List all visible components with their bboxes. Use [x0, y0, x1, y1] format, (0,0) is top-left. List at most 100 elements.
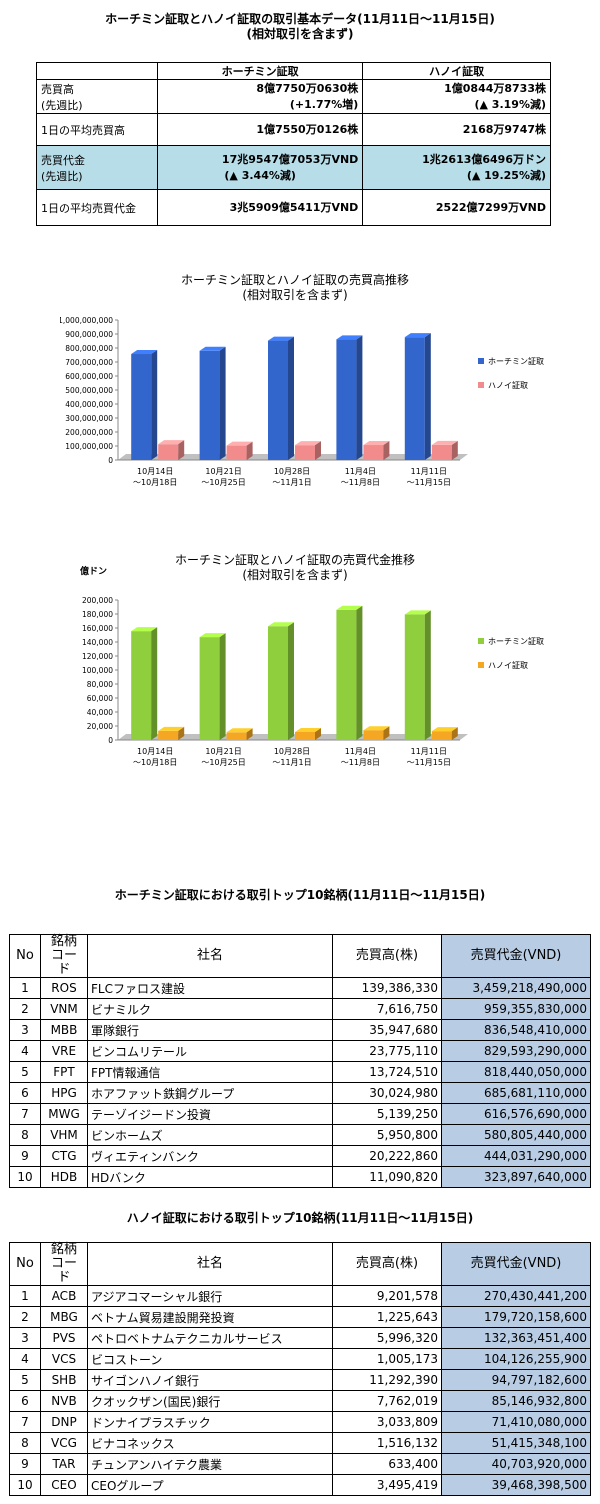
- x-tick-label: 10月28日: [274, 747, 310, 756]
- y-tick-label: 140,000: [82, 638, 113, 647]
- bar-front: [268, 340, 288, 460]
- bar-top: [404, 610, 431, 615]
- row-volume: 20,222,860: [332, 1145, 442, 1167]
- bar-top: [431, 440, 458, 445]
- legend-label: ホーチミン証取: [488, 356, 544, 366]
- y-tick-label: 900,000,000: [65, 330, 113, 339]
- table-row: 5 FPT FPT情報通信 13,724,510 818,440,050,000: [9, 1061, 591, 1083]
- row-company-name: 軍隊銀行: [87, 1019, 333, 1041]
- row-company-name: ドンナイプラスチック: [87, 1411, 333, 1433]
- row-code: ACB: [40, 1285, 88, 1307]
- x-tick-label: 10月14日: [137, 747, 173, 756]
- chart-ylabel: 億ドン: [80, 565, 107, 577]
- bar-front: [226, 445, 247, 460]
- bar-top: [131, 627, 158, 632]
- bar-side: [178, 440, 185, 460]
- value-chart: ホーチミン証取とハノイ証取の売買代金推移 (相対取引を含まず) 億ドン 0 20,000…: [60, 548, 580, 788]
- bar-hn: [431, 727, 458, 740]
- table-row: 6 NVB クオックザン(国民)銀行 7,762,019 85,146,932,800: [9, 1390, 591, 1412]
- bar-front: [336, 609, 357, 740]
- table-row: 5 SHB サイゴンハノイ銀行 11,292,390 94,797,182,600: [9, 1369, 591, 1391]
- y-tick-label: 100,000: [82, 666, 113, 675]
- table-row: 9 TAR チュンアンハイテク農業 633,400 40,703,920,000: [9, 1453, 591, 1475]
- row-value: 179,720,158,600: [441, 1306, 591, 1328]
- row-value: 323,897,640,000: [441, 1166, 591, 1188]
- summary-table: ホーチミン証取 ハノイ証取 売買高 (先週比) 8億7750万0630株 (+1…: [36, 62, 551, 226]
- legend-swatch: [478, 662, 484, 668]
- x-tick-label: ～10月25日: [201, 478, 245, 487]
- table-row: 1 ROS FLCファロス建設 139,386,330 3,459,218,490,00…: [9, 977, 591, 999]
- summary-row-avg-value: 1日の平均売買代金 3兆5909億5411万VND 2522億7299万VND: [36, 189, 551, 226]
- bar-front: [158, 444, 179, 460]
- table-row: 4 VCS ビコストーン 1,005,173 104,126,255,900: [9, 1348, 591, 1370]
- bar-side: [383, 726, 390, 740]
- table-row: 3 MBB 軍隊銀行 35,947,680 836,548,410,000: [9, 1019, 591, 1041]
- table-row: 8 VCG ビナコネックス 1,516,132 51,415,348,100: [9, 1432, 591, 1454]
- bar-side: [288, 336, 294, 460]
- row-company-name: サイゴンハノイ銀行: [87, 1369, 333, 1391]
- bar-side: [451, 727, 458, 740]
- row-code: VRE: [40, 1040, 88, 1062]
- row-code: VNM: [40, 998, 88, 1020]
- header-value: 売買代金(VND): [441, 1242, 591, 1286]
- row-volume: 11,090,820: [332, 1166, 442, 1188]
- row-no: 5: [9, 1369, 41, 1391]
- row-no: 4: [9, 1040, 41, 1062]
- bar-front: [363, 730, 384, 740]
- bar-hcm: [404, 610, 431, 740]
- y-tick-label: 200,000: [82, 596, 113, 605]
- row-value: 270,430,441,200: [441, 1285, 591, 1307]
- table-row: 7 MWG テーゾイジードン投資 5,139,250 616,576,690,000: [9, 1103, 591, 1125]
- row-code: VHM: [40, 1124, 88, 1146]
- row-value: 132,363,451,400: [441, 1327, 591, 1349]
- bar-side: [424, 610, 431, 740]
- bar-side: [178, 726, 185, 740]
- row-volume: 633,400: [332, 1453, 442, 1475]
- x-tick-label: 10月14日: [137, 467, 173, 476]
- table-row: 10 HDB HDバンク 11,090,820 323,897,640,000: [9, 1166, 591, 1188]
- bar-hn: [295, 441, 321, 460]
- table-row: 9 CTG ヴィエティンバンク 20,222,860 444,031,290,000: [9, 1145, 591, 1167]
- row-no: 2: [9, 998, 41, 1020]
- summary-header-hcm: ホーチミン証取: [156, 62, 364, 80]
- row-no: 8: [9, 1124, 41, 1146]
- row-no: 10: [9, 1474, 41, 1496]
- row-no: 3: [9, 1019, 41, 1041]
- row-volume: 3,495,419: [332, 1474, 442, 1496]
- summary-title-line1: ホーチミン証取とハノイ証取の取引基本データ(11月11日～11月15日): [105, 12, 495, 26]
- bar-hn: [363, 441, 390, 460]
- row-value: 104,126,255,900: [441, 1348, 591, 1370]
- row-volume: 139,386,330: [332, 977, 442, 999]
- row-code: MBB: [40, 1019, 88, 1041]
- bar-top: [199, 633, 226, 638]
- row-code: SHB: [40, 1369, 88, 1391]
- y-tick-label: 0: [108, 736, 113, 745]
- row-code: FPT: [40, 1061, 88, 1083]
- summary-row-avg-volume: 1日の平均売買高 1億7550万0126株 2168万9747株: [36, 113, 551, 146]
- bar-side: [246, 441, 253, 460]
- row-volume: 13,724,510: [332, 1061, 442, 1083]
- row-no: 6: [9, 1082, 41, 1104]
- bar-hcm: [199, 346, 226, 460]
- bar-side: [151, 627, 158, 740]
- row-code: HDB: [40, 1166, 88, 1188]
- row-no: 1: [9, 977, 41, 999]
- row-no: 2: [9, 1306, 41, 1328]
- bar-top: [158, 726, 185, 731]
- y-tick-label: 300,000,000: [65, 414, 113, 423]
- summary-cell-hn: 2522億7299万VND: [362, 189, 551, 226]
- x-tick-label: 11月11日: [411, 747, 447, 756]
- row-company-name: ヴィエティンバンク: [87, 1145, 333, 1167]
- bar-side: [219, 346, 226, 460]
- summary-row-value: 売買代金 (先週比) 17兆9547億7053万VND (▲ 3.44%減) 1…: [36, 145, 551, 190]
- header-name: 社名: [87, 1242, 333, 1286]
- bar-hn: [158, 440, 185, 460]
- bar-front: [404, 337, 425, 460]
- bar-front: [431, 731, 452, 740]
- row-value: 94,797,182,600: [441, 1369, 591, 1391]
- row-no: 10: [9, 1166, 41, 1188]
- volume-chart: ホーチミン証取とハノイ証取の売買高推移 (相対取引を含まず) 0 100,000,00…: [58, 268, 580, 508]
- bar-front: [226, 732, 247, 740]
- bar-side: [315, 441, 321, 460]
- x-tick-label: ～11月1日: [272, 478, 311, 487]
